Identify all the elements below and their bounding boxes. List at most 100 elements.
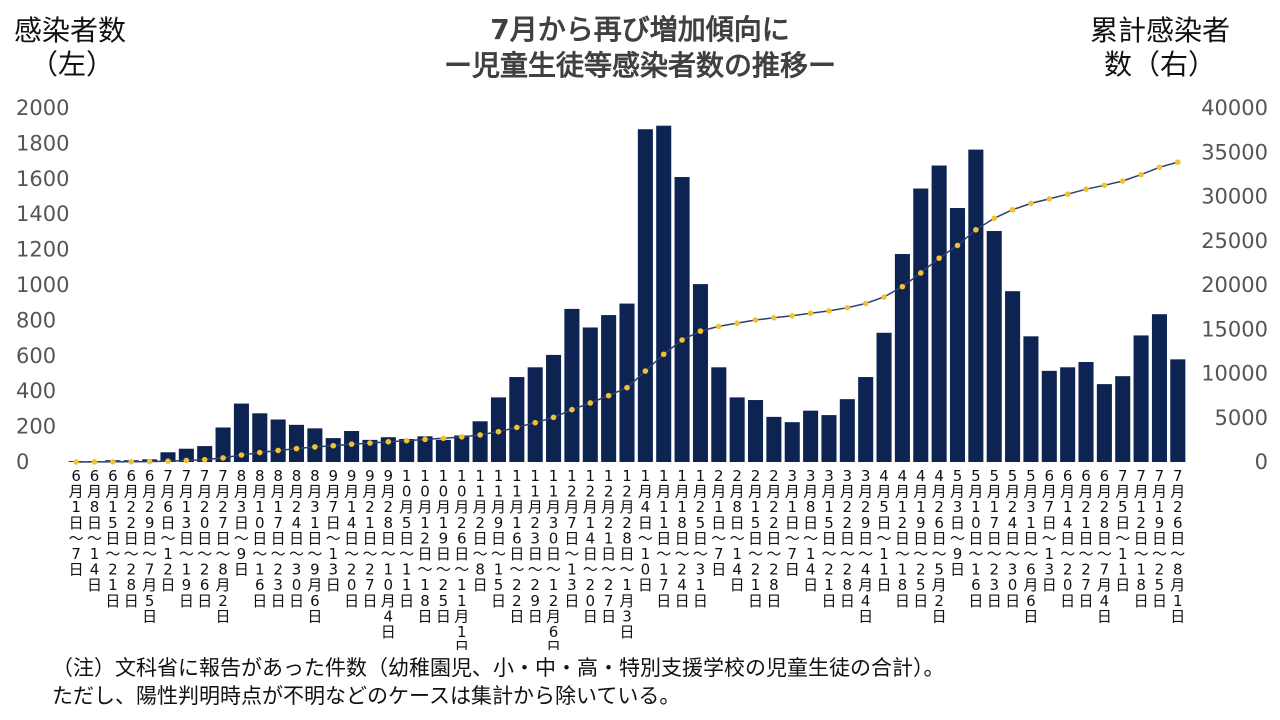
x-axis-label: 8 月 2 4 日〜 3 0 日 <box>289 467 304 610</box>
right-axis-tick-label: 30000 <box>1201 185 1268 209</box>
cumulative-point <box>458 434 465 440</box>
left-axis-tick-label: 600 <box>16 344 56 368</box>
cumulative-point <box>642 368 649 374</box>
x-axis-label: 7 月 2 0 日〜 2 6 日 <box>197 467 212 610</box>
bar-series <box>68 125 1186 463</box>
left-axis-tick-label: 400 <box>16 379 56 403</box>
left-axis-tick-label: 1000 <box>16 273 69 297</box>
x-axis-label: 6 月 1 5 日〜 2 1 日 <box>105 467 120 610</box>
right-axis-tick-label: 10000 <box>1201 362 1268 386</box>
cumulative-point <box>807 310 814 317</box>
x-axis-label: 4 月 5 日〜 1 1 日 <box>877 467 892 594</box>
x-axis-label: 6 月 2 2 日〜 2 8 日 <box>124 467 139 610</box>
cumulative-point <box>991 215 998 222</box>
cumulative-point <box>183 457 190 464</box>
cumulative-point <box>569 406 575 413</box>
cumulative-point <box>605 392 612 399</box>
right-axis-tick-label: 0 <box>1255 450 1268 474</box>
left-axis-tick-label: 1400 <box>16 202 69 226</box>
left-axis-title: 感染者数 （左） <box>14 14 144 82</box>
x-axis-label: 9 月 2 1 日〜 2 7 日 <box>362 467 377 610</box>
cumulative-point <box>128 458 135 465</box>
cumulative-point <box>330 442 337 449</box>
left-axis-tick-label: 2000 <box>16 96 69 120</box>
left-axis-tick-label: 1200 <box>16 238 69 262</box>
x-axis-label: 6 月 2 9 日〜 7 月 5 日 <box>142 467 157 625</box>
cumulative-point <box>844 304 851 311</box>
bar <box>729 397 745 462</box>
x-axis-label: 4 月 2 6 日〜 5 月 2 日 <box>932 467 947 625</box>
x-axis-label: 6 月 8 日〜 1 4 日 <box>87 467 102 594</box>
bar <box>527 367 543 462</box>
cumulative-point <box>679 337 685 343</box>
cumulative-point <box>73 459 79 465</box>
cumulative-point <box>587 400 594 406</box>
x-axis-label: 7 月 5 日〜 1 1 日 <box>1115 467 1130 594</box>
bar <box>288 424 305 462</box>
cumulative-point <box>220 455 226 461</box>
cumulative-point <box>403 437 410 444</box>
bar <box>582 327 598 462</box>
cumulative-point <box>514 424 520 431</box>
x-axis-label: 1 2 月 2 8 日〜 1 月 3 日 <box>619 467 634 641</box>
bar <box>417 436 433 462</box>
x-axis-label: 9 月 1 4 日〜 2 0 日 <box>344 467 359 610</box>
bar <box>1170 359 1186 462</box>
x-axis-label: 1 2 月 7 日〜 1 3 日 <box>564 467 579 610</box>
bar <box>380 437 396 462</box>
left-axis-tick-label: 1800 <box>16 131 69 155</box>
x-axis-label: 2 月 1 日〜 7 日 <box>711 467 726 579</box>
x-axis-label: 1 0 月 1 9 日〜 2 5 日 <box>436 467 451 625</box>
x-axis-label: 1 0 月 1 2 日〜 1 8 日 <box>418 467 433 625</box>
cumulative-point <box>1083 186 1089 192</box>
bar <box>876 332 892 462</box>
bar <box>564 308 580 462</box>
cumulative-point <box>1156 164 1163 171</box>
x-axis-label: 6 月 2 8 日〜 7 月 4 日 <box>1097 467 1112 625</box>
x-axis-label: 3 月 8 日〜 1 4 日 <box>803 467 818 594</box>
bar <box>711 367 727 462</box>
bar <box>325 438 341 462</box>
cumulative-point <box>917 270 924 276</box>
bar <box>949 208 966 462</box>
right-axis-tick-label: 25000 <box>1201 229 1268 253</box>
cumulative-point <box>1138 171 1144 178</box>
cumulative-point <box>165 458 171 464</box>
footnote-line1: （注）文科省に報告があった件数（幼稚園児、小・中・高・特別支援学校の児童生徒の合… <box>52 656 945 680</box>
cumulative-point <box>862 300 869 307</box>
x-axis-label: 6 月 7 日〜 1 3 日 <box>1042 467 1057 594</box>
cumulative-point <box>1175 159 1181 165</box>
x-axis-label: 7 月 2 6 日〜 8 月 1 日 <box>1170 467 1185 625</box>
x-axis-label: 6 月 1 4 日〜 2 0 日 <box>1060 467 1075 610</box>
x-axis-label: 8 月 1 0 日〜 1 6 日 <box>252 467 267 610</box>
chart-title-line2: ー児童生徒等感染者数の推移ー <box>443 49 836 82</box>
x-axis-label: 8 月 3 日〜 9 日 <box>234 467 249 579</box>
left-axis-tick-label: 0 <box>16 450 29 474</box>
cumulative-point <box>256 449 263 456</box>
x-axis-label: 1 月 4 日〜 1 0 日 <box>638 467 653 594</box>
x-axis-label: 1 2 月 1 4 日〜 2 0 日 <box>583 467 598 625</box>
x-axis-label: 5 月 1 0 日〜 1 6 日 <box>968 467 983 610</box>
bar <box>1060 367 1076 462</box>
cumulative-point <box>440 435 447 442</box>
x-axis-label: 3 月 1 5 日〜 2 1 日 <box>821 467 836 610</box>
right-axis-tick-label: 15000 <box>1201 317 1268 341</box>
cumulative-point <box>954 242 961 249</box>
right-axis-tick-label: 40000 <box>1201 96 1268 120</box>
cumulative-point <box>91 459 98 465</box>
cumulative-point <box>789 312 796 319</box>
cumulative-point <box>973 227 979 233</box>
x-axis-label: 1 1 月 9 日〜 1 5 日 <box>491 467 506 610</box>
cumulative-point <box>716 323 722 330</box>
bar <box>858 377 874 462</box>
x-axis-label: 5 月 1 7 日〜 2 3 日 <box>987 467 1002 610</box>
bar <box>766 416 782 462</box>
bar <box>1096 384 1112 462</box>
cumulative-point <box>238 452 245 458</box>
bar <box>1005 291 1021 462</box>
bar <box>1023 336 1039 462</box>
cumulative-point <box>771 314 777 321</box>
cumulative-point <box>550 414 557 421</box>
bar <box>968 149 984 462</box>
bar <box>233 403 249 462</box>
